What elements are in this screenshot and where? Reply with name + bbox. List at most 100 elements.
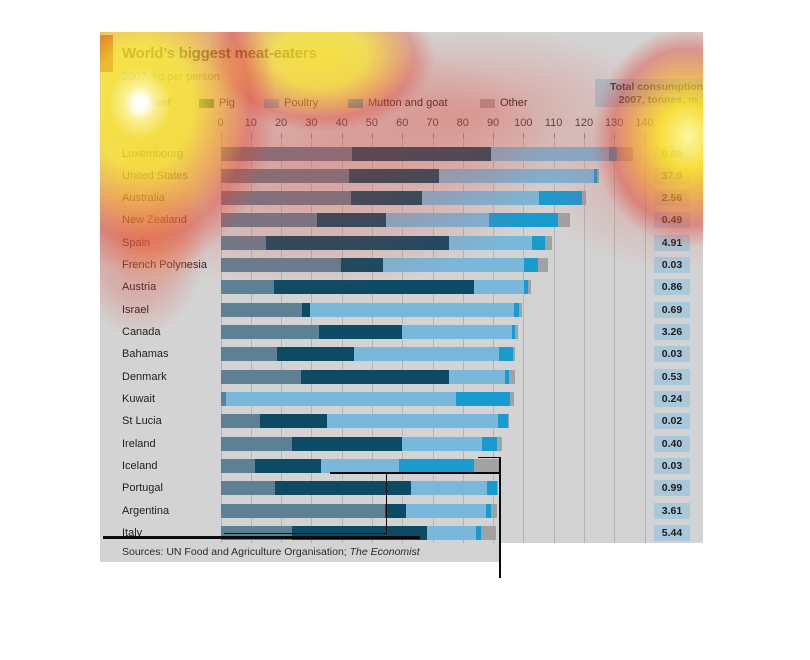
country-label: Portugal [122, 482, 163, 495]
total-consumption-value: 0.03 [654, 346, 690, 363]
poultry-segment [326, 414, 498, 429]
beef-segment [220, 146, 353, 161]
total-consumption-value: 0.40 [654, 435, 690, 452]
legend-item-mutton: Mutton and goat [348, 96, 448, 110]
poultry-segment [410, 481, 488, 496]
country-label: Israel [122, 303, 149, 316]
chart-title: World’s biggest meat-eaters [122, 45, 317, 62]
total-consumption-value: 0.86 [654, 279, 690, 296]
pig-segment [255, 458, 322, 473]
mutton-segment [497, 414, 508, 429]
poultry-segment [421, 191, 540, 206]
x-tick-mark [583, 133, 585, 139]
annotation-line [385, 473, 387, 534]
x-tick-label: 120 [574, 117, 594, 129]
country-label: Spain [122, 236, 151, 249]
total-consumption-value: 0.06 [654, 145, 690, 162]
bar-new-zealand [220, 213, 570, 228]
total-consumption-value: 4.91 [654, 234, 690, 251]
other-segment [474, 458, 500, 473]
country-label: Kuwait [122, 393, 156, 406]
mutton-segment [524, 258, 539, 273]
mutton-segment [498, 347, 514, 362]
other-segment [513, 347, 516, 362]
mutton-segment [531, 235, 546, 250]
bar-st-lucia [220, 414, 510, 429]
x-tick-mark [220, 133, 222, 139]
bar-canada [220, 325, 519, 340]
bar-spain [220, 235, 553, 250]
x-tick-mark [341, 133, 343, 139]
poultry-segment [226, 392, 456, 407]
mutton-segment [489, 213, 559, 228]
poultry-segment [427, 525, 477, 540]
other-segment [480, 525, 497, 540]
other-swatch-icon [480, 98, 495, 108]
x-tick-label: 140 [635, 117, 654, 129]
annotation-line [499, 457, 501, 578]
total-consumption-value: 0.03 [654, 457, 690, 474]
total-consumption-value: 3.26 [654, 324, 690, 341]
poultry-segment [491, 146, 610, 161]
pig-segment [265, 235, 449, 250]
poultry-segment [474, 280, 524, 295]
other-segment [596, 168, 599, 183]
bar-denmark [220, 369, 515, 384]
bar-portugal [220, 481, 499, 496]
poultry-segment [309, 302, 514, 317]
pig-segment [319, 325, 403, 340]
gridline [614, 140, 616, 543]
legend-item-other: Other [480, 96, 528, 110]
x-tick-mark [553, 133, 555, 139]
other-segment [616, 146, 633, 161]
beef-segment [220, 503, 385, 518]
poultry-segment [383, 258, 525, 273]
legend-label: Mutton and goat [368, 97, 448, 109]
total-consumption-value: 3.61 [654, 502, 690, 519]
annotation-line [478, 456, 501, 458]
callout-pointer [686, 107, 702, 116]
x-tick-label: 0 [217, 117, 224, 129]
pig-segment [277, 347, 354, 362]
total-consumption-value: 0.69 [654, 301, 690, 318]
total-consumption-value: 0.03 [654, 257, 690, 274]
poultry-segment [402, 436, 482, 451]
x-tick-label: 20 [274, 117, 288, 129]
bar-austria [220, 280, 532, 295]
pig-segment [348, 168, 440, 183]
pig-segment [351, 191, 422, 206]
chart-subtitle: 2007, kg per person [122, 71, 220, 83]
bar-united-states [220, 168, 599, 183]
beef-segment [220, 369, 302, 384]
beef-segment [220, 191, 352, 206]
bar-australia [220, 191, 586, 206]
mutton-segment [481, 436, 498, 451]
other-segment [538, 258, 549, 273]
beef-segment [220, 325, 320, 340]
legend-item-beef: Beef [128, 96, 171, 110]
pig-segment [259, 414, 327, 429]
total-consumption-value: 2.56 [654, 190, 690, 207]
other-segment [497, 436, 503, 451]
annotation-line [330, 472, 501, 474]
total-consumption-value: 0.49 [654, 212, 690, 229]
legend-label: Other [500, 97, 528, 109]
mutton-segment [399, 458, 475, 473]
poultry-segment [406, 503, 487, 518]
poultry-segment [439, 168, 594, 183]
poultry-segment [385, 213, 490, 228]
x-tick-mark [614, 133, 616, 139]
poultry-segment [448, 235, 532, 250]
beef-segment [220, 213, 318, 228]
total-consumption-callout: Total consumption, 2007, tonnes, m [595, 79, 703, 107]
beef-segment [220, 302, 302, 317]
x-tick-label: 50 [365, 117, 379, 129]
other-segment [558, 213, 570, 228]
source-publisher: The Economist [349, 546, 420, 558]
mutton-segment [539, 191, 582, 206]
mutton-swatch-icon [348, 98, 363, 108]
pig-swatch-icon [199, 98, 214, 108]
other-segment [519, 302, 522, 317]
bar-argentina [220, 503, 497, 518]
